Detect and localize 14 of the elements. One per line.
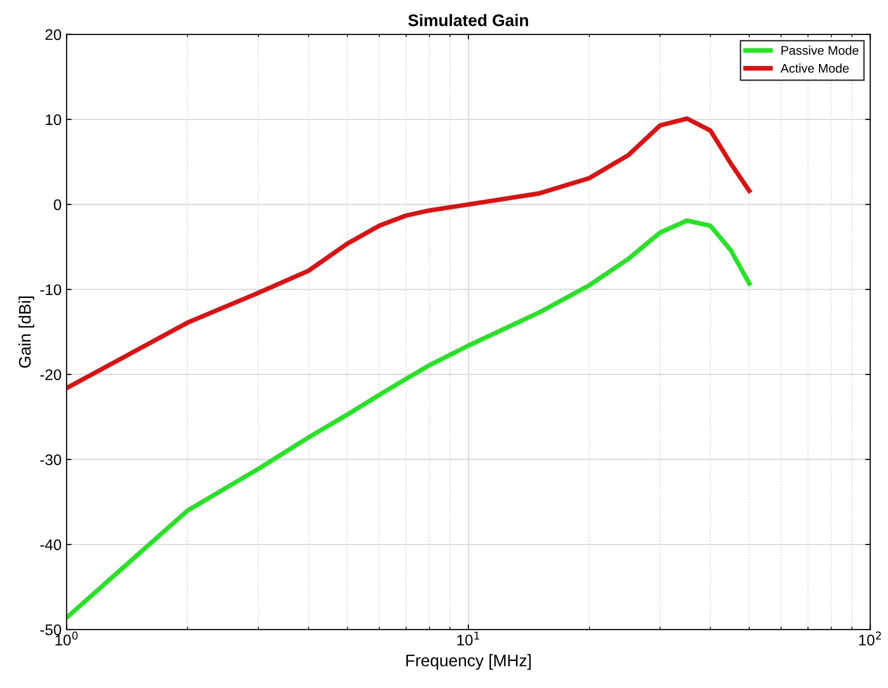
- y-tick-label: -40: [40, 539, 62, 550]
- y-tick-label: -20: [40, 369, 62, 380]
- y-tick-label: -10: [40, 284, 62, 296]
- y-tick-label: 0: [54, 199, 62, 210]
- y-axis-title: Gain [dBi]: [18, 296, 34, 368]
- y-tick-label: 10: [46, 114, 62, 126]
- x-axis-title: Frequency [MHz]: [406, 654, 531, 670]
- x-tick-label: 10$^{1}$: [457, 632, 480, 646]
- legend-label: Active Mode: [780, 64, 849, 73]
- chart-title: Simulated Gain: [408, 14, 528, 26]
- y-tick-label: 20: [46, 29, 62, 40]
- x-tick-label: 10$^{2}$: [859, 632, 881, 646]
- y-tick-label: -30: [40, 454, 62, 466]
- legend-label: Passive Mode: [782, 46, 858, 55]
